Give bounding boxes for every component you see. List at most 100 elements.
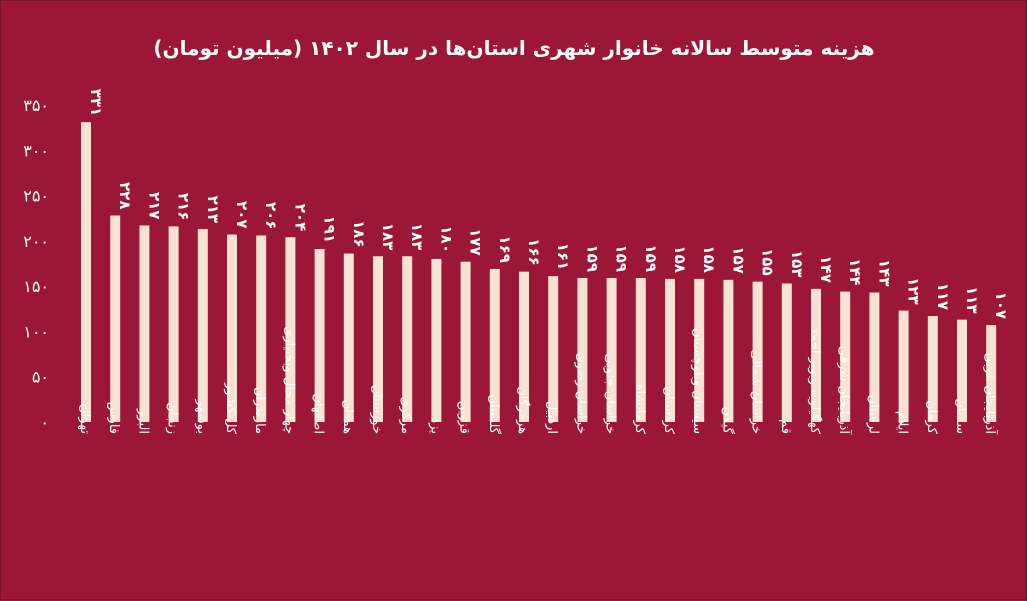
value-label: ۱۴۳	[875, 259, 893, 286]
value-label: ۱۵۸	[671, 245, 689, 272]
bar	[197, 229, 208, 422]
category-label: لرستان	[865, 395, 880, 434]
category-label: کردستان	[661, 387, 676, 435]
bar	[402, 256, 413, 422]
category-label: مازندران	[252, 387, 267, 434]
bar	[81, 122, 91, 423]
category-label: خراسان جنوبی	[603, 354, 618, 434]
y-axis: ۰ ۵۰ ۱۰۰ ۱۵۰ ۲۰۰ ۲۵۰ ۳۰۰ ۳۵۰	[23, 96, 49, 432]
value-labels: ۳۳۱ ۲۲۸ ۲۱۷ ۲۱۶ ۲۱۳ ۲۰۷ ۲۰۶ ۲۰۴ ۱۹۱ ۱۸۶ ۱۸۳ ۱۸۳ ۱۸۰ ۱…	[87, 89, 1010, 319]
y-tick-label: ۳۵۰	[23, 96, 49, 115]
value-label: ۱۵۹	[642, 245, 660, 272]
value-label: ۱۵۵	[759, 248, 777, 275]
category-label: فارس	[106, 402, 121, 434]
bar	[840, 291, 851, 422]
category-label: خراسان شمالی	[749, 349, 764, 434]
category-label: قم	[778, 419, 793, 434]
y-tick-label: ۲۰۰	[23, 232, 49, 251]
value-label: ۱۷۷	[467, 228, 485, 255]
category-label: سیستان وبلوچستان	[690, 328, 705, 434]
bar	[694, 278, 705, 422]
bar	[460, 261, 471, 422]
bar	[548, 276, 559, 422]
bar	[752, 281, 763, 422]
value-label: ۲۲۸	[116, 182, 134, 209]
value-label: ۳۳۱	[87, 89, 105, 116]
value-label: ۱۱۳	[963, 286, 981, 313]
bar	[373, 256, 383, 422]
category-label: البرز	[135, 408, 150, 434]
value-label: ۱۶۱	[554, 243, 572, 270]
value-label: ۱۵۸	[700, 245, 718, 272]
category-label: چهار محال وبختیاری	[281, 326, 296, 434]
value-label: ۱۵۹	[613, 245, 631, 272]
bar	[869, 292, 880, 422]
value-label: ۱۴۷	[817, 255, 835, 282]
bar	[606, 277, 617, 422]
category-label: اصفهان	[311, 393, 326, 434]
value-label: ۲۰۷	[233, 201, 251, 228]
value-label: ۲۰۶	[262, 202, 280, 229]
bar	[898, 310, 909, 422]
bar	[110, 215, 121, 422]
bar	[927, 316, 938, 422]
value-label: ۱۶۶	[525, 238, 543, 265]
y-tick-label: ۵۰	[32, 368, 49, 387]
category-label: آذربایجان غربی	[982, 353, 999, 436]
category-label: ایلام	[895, 411, 910, 434]
value-label: ۱۴۴	[846, 258, 864, 285]
bar	[139, 225, 150, 422]
y-tick-label: ۱۵۰	[23, 277, 49, 296]
value-label: ۲۱۷	[145, 192, 163, 219]
category-label: قزوین	[457, 401, 472, 434]
value-label: ۲۰۴	[291, 204, 309, 231]
bar	[431, 258, 442, 422]
category-label: گلستان	[486, 394, 502, 434]
bar	[577, 277, 588, 422]
value-label: ۱۸۳	[408, 223, 426, 250]
category-label: تهران	[77, 404, 92, 434]
bar	[519, 271, 529, 422]
value-label: ۱۵۳	[788, 250, 806, 277]
value-label: ۱۹۱	[321, 216, 339, 243]
value-label: ۱۵۷	[729, 246, 747, 273]
bar	[723, 279, 734, 422]
value-label: ۱۸۶	[350, 220, 368, 247]
bar	[343, 253, 354, 422]
value-label: ۱۸۳	[379, 223, 397, 250]
bar	[635, 277, 646, 422]
category-label: گیلان	[719, 407, 735, 435]
bar	[314, 249, 325, 422]
category-label: کرمانشاه	[632, 384, 647, 435]
value-label: ۱۰۷	[992, 292, 1010, 319]
category-label: بوشهر	[194, 399, 209, 434]
value-label: ۱۶۹	[496, 235, 514, 262]
bar	[285, 237, 296, 422]
bar	[665, 278, 675, 422]
category-label: سمنان	[953, 398, 968, 434]
y-tick-label: ۰	[40, 413, 49, 432]
value-label: ۱۱۷	[934, 283, 952, 310]
bar	[781, 283, 792, 422]
category-label: کهگیلویه وبویر احمد	[807, 327, 823, 434]
bar	[168, 226, 179, 422]
bar	[256, 235, 267, 422]
category-label: همدان	[340, 400, 355, 434]
value-label: ۲۱۶	[175, 193, 193, 220]
bars	[81, 122, 997, 423]
y-tick-label: ۲۵۰	[23, 187, 49, 206]
category-label: خوزستان	[369, 385, 384, 434]
category-label: اردبیل	[544, 401, 559, 434]
bar	[227, 234, 237, 422]
category-label: کرمان	[924, 400, 939, 435]
value-label: ۱۲۳	[905, 277, 923, 304]
category-label: یزد	[427, 417, 442, 434]
value-label: ۱۵۹	[583, 245, 601, 272]
bar	[986, 325, 997, 422]
chart-title: هزینه متوسط سالانه خانوار شهری استان‌ها …	[153, 36, 874, 60]
category-label: کل کشور	[223, 382, 238, 435]
category-label: آذربایجان شرقی	[836, 346, 853, 435]
value-label: ۲۱۳	[204, 196, 222, 223]
